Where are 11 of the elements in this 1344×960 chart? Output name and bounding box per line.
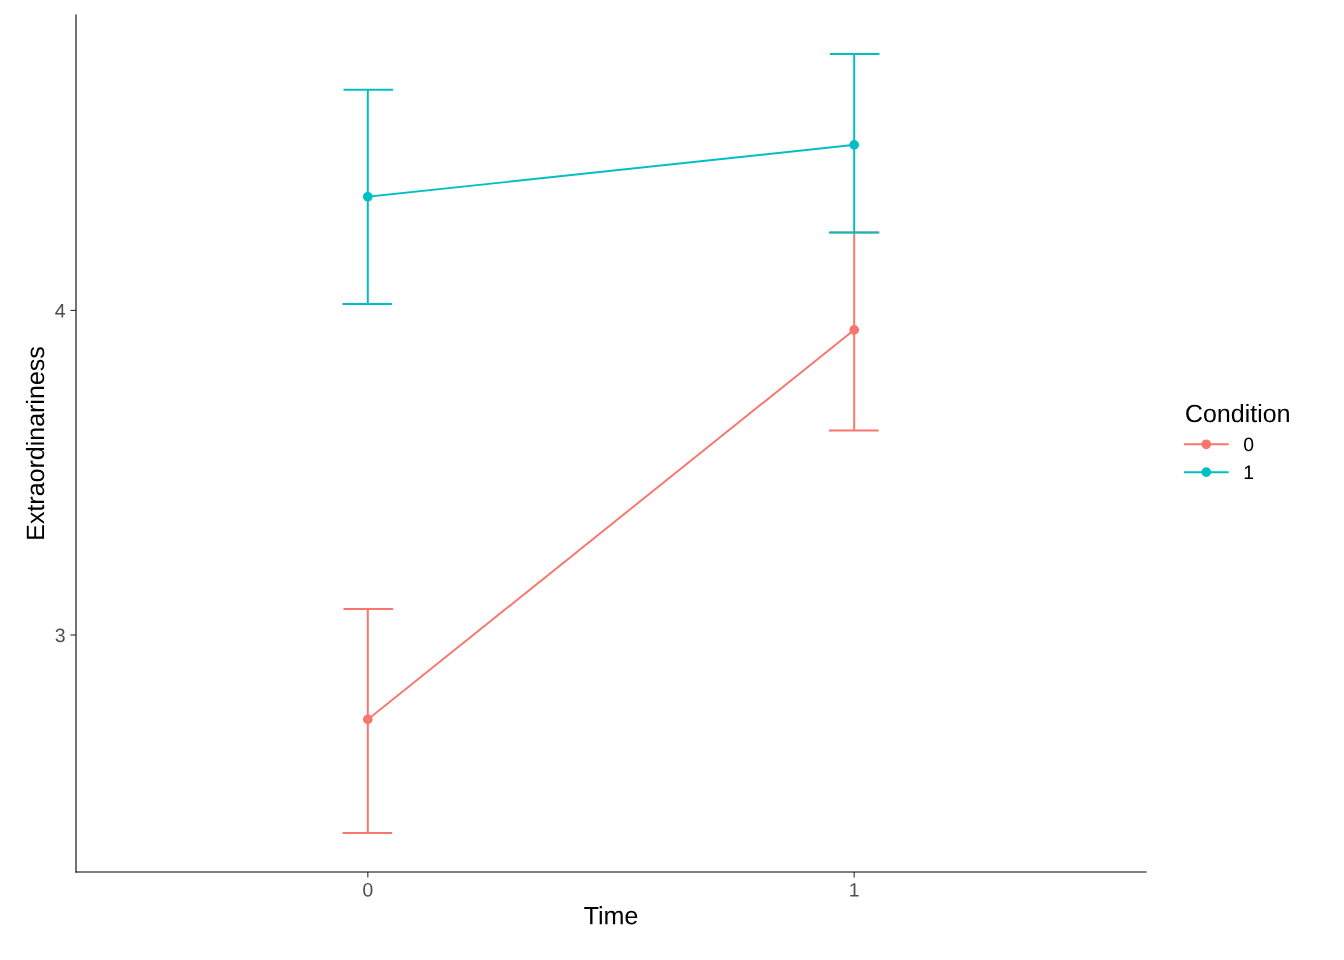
legend-label: 1	[1244, 465, 1254, 479]
y-tick-label: 3	[55, 628, 65, 643]
point	[849, 139, 860, 150]
y-axis-title: Extraordinariness	[25, 347, 45, 539]
x-axis-title: Time	[584, 906, 638, 925]
legend-title: Condition	[1186, 404, 1289, 423]
legend-label: 0	[1243, 437, 1254, 452]
y-tick-label: 4	[55, 304, 66, 318]
point	[362, 714, 373, 725]
point	[849, 325, 860, 335]
point	[362, 191, 373, 202]
